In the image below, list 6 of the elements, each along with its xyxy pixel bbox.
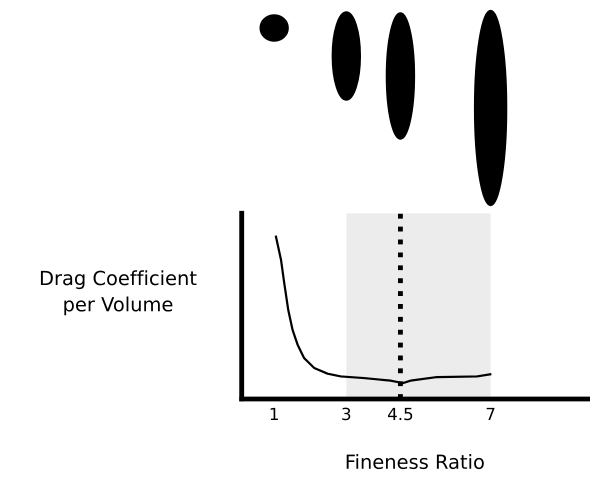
x-tick-label: 7 bbox=[486, 408, 494, 420]
x-tick-label: 4.5 bbox=[388, 408, 412, 420]
x-tick-label: 1 bbox=[270, 408, 278, 420]
y-axis-title: Drag Coefficient per Volume bbox=[40, 270, 196, 316]
x-axis-title: Fineness Ratio bbox=[346, 454, 484, 470]
x-tick-label: 3 bbox=[342, 408, 350, 420]
